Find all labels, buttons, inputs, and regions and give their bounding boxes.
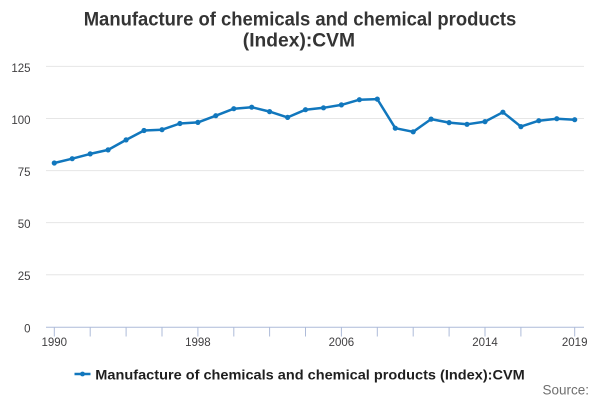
svg-text:75: 75 [18, 167, 31, 179]
svg-text:25: 25 [18, 271, 31, 283]
svg-text:125: 125 [11, 63, 30, 75]
svg-text:1998: 1998 [185, 337, 211, 349]
svg-text:0: 0 [24, 324, 30, 336]
svg-text:2014: 2014 [472, 337, 498, 349]
svg-text:(Index):CVM: (Index):CVM [243, 30, 355, 51]
svg-text:50: 50 [18, 219, 31, 231]
svg-text:Manufacture of chemicals and c: Manufacture of chemicals and chemical pr… [84, 10, 517, 31]
svg-text:100: 100 [11, 115, 30, 127]
svg-text:1990: 1990 [42, 337, 68, 349]
svg-text:Manufacture of chemicals and c: Manufacture of chemicals and chemical pr… [95, 367, 525, 382]
svg-text:2006: 2006 [329, 337, 355, 349]
svg-text:2019: 2019 [562, 337, 588, 349]
svg-text:Source:: Source: [543, 382, 590, 397]
